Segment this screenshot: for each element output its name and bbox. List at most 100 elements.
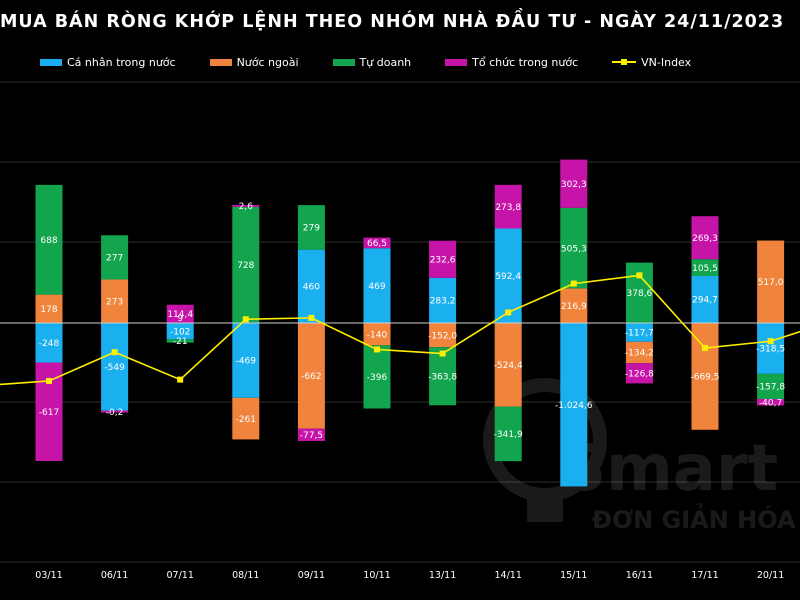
bar-nuoc-ngoai-17-11 xyxy=(691,323,719,430)
bar-nuoc-ngoai-03-11 xyxy=(35,294,63,323)
bar-tu-doanh-15-11 xyxy=(560,207,588,289)
data-label: -318,5 xyxy=(756,345,785,355)
x-tick-label: 03/11 xyxy=(35,570,62,581)
data-label: -126,8 xyxy=(625,369,654,379)
data-label: -341,9 xyxy=(494,430,523,440)
legend-label: Cá nhân trong nước xyxy=(67,55,176,69)
bar-nuoc-ngoai-16-11 xyxy=(625,341,653,364)
vn-index-line xyxy=(0,272,800,386)
legend-label: Tổ chức trong nước xyxy=(472,55,579,69)
data-label: 688 xyxy=(40,236,57,246)
data-label: -248 xyxy=(39,339,60,349)
chart-title: MUA BÁN RÒNG KHỚP LỆNH THEO NHÓM NHÀ ĐẦU… xyxy=(0,12,785,32)
data-label: -40,7 xyxy=(759,398,782,408)
legend-label: Tự doanh xyxy=(359,55,412,69)
data-label: -524,4 xyxy=(494,361,523,371)
legend-item-to-chuc-trong-nuoc: Tổ chức trong nước xyxy=(445,56,578,69)
bar-to-chuc-trong-nuoc-16-11 xyxy=(625,363,653,384)
bar-tu-doanh-03-11 xyxy=(35,184,63,295)
data-label: -117,7 xyxy=(625,329,654,339)
legend-line-swatch xyxy=(612,57,637,67)
data-label: 283,2 xyxy=(430,297,456,307)
data-label: 279 xyxy=(303,224,320,234)
vn-index-marker-13-11 xyxy=(439,350,446,357)
data-label: -102 xyxy=(170,327,190,337)
data-label: -157,8 xyxy=(756,383,785,393)
watermark-bulb-base-icon xyxy=(527,492,563,522)
bar-nuoc-ngoai-09-11 xyxy=(297,323,325,429)
bar-tu-doanh-14-11 xyxy=(494,406,522,462)
x-tick-label: 10/11 xyxy=(363,570,390,581)
bar-to-chuc-trong-nuoc-07-11 xyxy=(166,304,194,323)
watermark-bulb-icon xyxy=(483,378,607,502)
data-label: -363,8 xyxy=(428,372,457,382)
bar-ca-nhan-trong-nuoc-16-11 xyxy=(625,323,653,342)
bar-tu-doanh-17-11 xyxy=(691,259,719,276)
data-label: 9 xyxy=(177,314,183,324)
data-label: -669,5 xyxy=(690,373,719,383)
legend-label: Nước ngoài xyxy=(236,55,299,69)
vn-index-marker-06-11 xyxy=(111,349,118,356)
bar-to-chuc-trong-nuoc-09-11 xyxy=(297,428,325,441)
bar-tu-doanh-07-11 xyxy=(166,339,194,343)
bar-ca-nhan-trong-nuoc-17-11 xyxy=(691,275,719,323)
bar-to-chuc-trong-nuoc-20-11 xyxy=(757,398,785,406)
x-axis: 03/11 06/11 07/11 08/11 09/11 10/11 13/11 14/11… xyxy=(35,570,784,581)
bar-ca-nhan-trong-nuoc-20-11 xyxy=(757,323,785,374)
bar-tu-doanh-10-11 xyxy=(363,345,391,409)
bar-nuoc-ngoai-14-11 xyxy=(494,323,522,407)
data-label: 105,5 xyxy=(692,264,718,274)
data-label: 66,5 xyxy=(367,239,387,249)
x-tick-label: 17/11 xyxy=(691,570,718,581)
data-label: 269,3 xyxy=(692,234,718,244)
data-label: 728 xyxy=(237,261,254,271)
x-tick-label: 08/11 xyxy=(232,570,259,581)
data-label: -662 xyxy=(301,372,321,382)
data-label: -140 xyxy=(367,330,388,340)
bar-ca-nhan-trong-nuoc-15-11 xyxy=(560,323,588,487)
bar-to-chuc-trong-nuoc-15-11 xyxy=(560,159,588,208)
legend-item-ca-nhan-trong-nuoc: Cá nhân trong nước xyxy=(40,56,176,69)
vn-index-marker-20-11 xyxy=(767,338,774,345)
vn-index-marker-09-11 xyxy=(308,314,315,321)
vn-index-marker-10-11 xyxy=(374,346,380,353)
bar-tu-doanh-06-11 xyxy=(101,235,129,280)
data-label: -0,2 xyxy=(106,408,124,418)
x-tick-label: 06/11 xyxy=(101,570,128,581)
legend-swatch xyxy=(209,58,232,66)
data-label: 460 xyxy=(303,283,320,293)
bar-nuoc-ngoai-10-11 xyxy=(363,323,391,346)
data-label: 232,6 xyxy=(430,255,456,265)
data-label: 469 xyxy=(368,282,385,292)
bars xyxy=(35,159,785,487)
bar-ca-nhan-trong-nuoc-10-11 xyxy=(363,248,391,323)
data-label: -152,0 xyxy=(428,331,457,341)
data-label: 273 xyxy=(106,297,123,307)
bar-tu-doanh-09-11 xyxy=(297,205,325,250)
bar-ca-nhan-trong-nuoc-09-11 xyxy=(297,249,325,323)
data-label: 277 xyxy=(106,254,123,264)
data-label: -134,2 xyxy=(625,349,654,359)
data-label: 2,6 xyxy=(239,202,254,212)
legend-swatch xyxy=(40,58,62,66)
legend-item-nuoc-ngoai: Nước ngoài xyxy=(209,55,299,69)
bar-tu-doanh-13-11 xyxy=(429,347,457,406)
chart-legend: Cá nhân trong nước Nước ngoài Tự doanh Tổ c… xyxy=(40,54,725,70)
bar-nuoc-ngoai-06-11 xyxy=(101,279,129,323)
x-tick-label: 14/11 xyxy=(495,570,522,581)
legend-swatch xyxy=(332,58,355,66)
data-label: -261 xyxy=(236,415,256,425)
data-label: 178 xyxy=(40,305,57,315)
vn-index-marker-15-11 xyxy=(570,280,577,287)
data-label: 592,4 xyxy=(495,272,521,282)
bar-ca-nhan-trong-nuoc-07-11 xyxy=(166,323,194,340)
data-label: -77,5 xyxy=(300,431,323,441)
vn-index-marker-14-11 xyxy=(505,309,512,316)
x-tick-label: 15/11 xyxy=(560,570,587,581)
vn-index-marker-16-11 xyxy=(636,272,643,279)
bar-to-chuc-trong-nuoc-14-11 xyxy=(494,184,522,229)
data-label: 378,6 xyxy=(627,289,653,299)
legend-swatch xyxy=(445,58,468,66)
